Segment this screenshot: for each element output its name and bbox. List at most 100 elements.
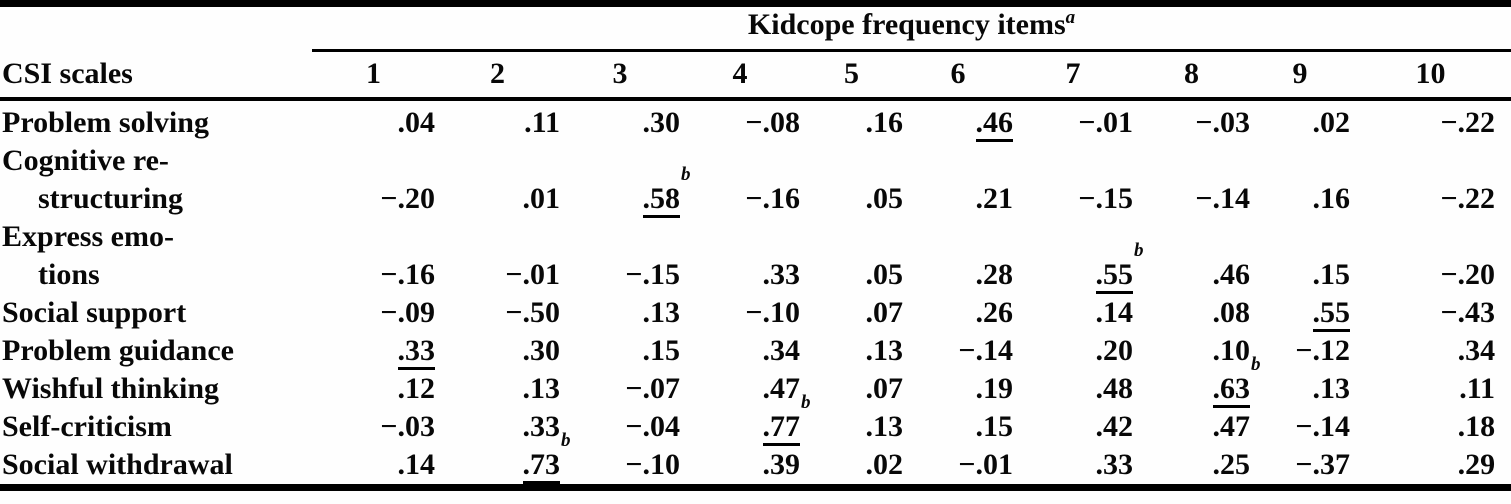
- significance-marker: b: [1251, 354, 1261, 376]
- row-label: Wishful thinking: [2, 371, 220, 405]
- stub-header: CSI scales: [0, 50, 312, 101]
- value-cell: .07: [865, 295, 904, 329]
- value-cell: .16: [865, 105, 904, 139]
- value-cell: −.01: [505, 257, 560, 291]
- value-cell: .30: [522, 333, 561, 367]
- value-cell: .39: [762, 447, 801, 481]
- column-header-row: CSI scales 1 2 3 4 5 6 7 8 9 10: [0, 50, 1511, 101]
- value-cell: −.04: [625, 409, 680, 443]
- value-cell: .05: [865, 181, 904, 215]
- value-cell: .16: [1312, 181, 1351, 215]
- table-row: Social withdrawal .14.73 b −.10 .39 .02 −.01 .3…: [0, 431, 1511, 488]
- column-header-8: 8: [1133, 50, 1250, 101]
- value-cell: .42: [1095, 409, 1134, 443]
- column-header-2: 2: [435, 50, 560, 101]
- table-row: Express emo-tions −.16 −.01 −.15 .33 .05 .28.5…: [0, 218, 1511, 294]
- value-cell: −.14: [958, 333, 1013, 367]
- value-cell: .14: [397, 447, 436, 481]
- value-cell: .05: [865, 257, 904, 291]
- value-cell: −.09: [380, 295, 435, 329]
- value-cell: −.16: [380, 257, 435, 291]
- column-header-3: 3: [560, 50, 680, 101]
- significance-marker: b: [561, 430, 571, 452]
- value-cell: −.10: [745, 295, 800, 329]
- value-cell: .15: [642, 333, 681, 367]
- column-header-10: 10: [1350, 50, 1511, 101]
- value-cell: .33: [762, 257, 801, 291]
- value-cell: .46: [903, 99, 1013, 142]
- value-cell: .14: [1095, 295, 1134, 329]
- value-cell: .29: [1457, 447, 1496, 481]
- stub-spacer: [0, 4, 312, 51]
- value-cell: .34: [1457, 333, 1496, 367]
- spanner-title: Kidcope frequency items: [747, 8, 1066, 41]
- row-label: Problem guidance: [2, 333, 234, 367]
- value-cell: .13: [865, 333, 904, 367]
- value-cell: −.43: [1440, 295, 1496, 329]
- value-cell: −.20: [380, 181, 435, 215]
- value-cell: .08: [1212, 295, 1251, 329]
- row-label: Cognitive re-structuring: [2, 143, 183, 215]
- value-cell: .47: [1212, 409, 1251, 443]
- value-cell: −.15: [625, 257, 680, 291]
- value-cell: −.01: [1078, 105, 1133, 139]
- value-cell: .48: [1095, 371, 1134, 405]
- value-cell: .19: [975, 371, 1014, 405]
- table-row: Self-criticism −.03 .33 −.04.77 b .13 .15 .42 .4…: [0, 393, 1511, 446]
- table-row: Wishful thinking .12 .13 −.07 .47 .07 .19 .48.6…: [0, 355, 1511, 408]
- value-cell: .07: [865, 371, 904, 405]
- value-cell: .02: [865, 447, 904, 481]
- significance-marker: b: [801, 392, 811, 414]
- row-label: Self-criticism: [2, 409, 172, 443]
- value-cell: −.20: [1440, 257, 1496, 291]
- table-row: Problem solving .04 .11 .30 −.08 .16.46 −.01 −.…: [0, 99, 1511, 142]
- value-cell: .12: [397, 371, 436, 405]
- value-cell: −.03: [1195, 105, 1250, 139]
- value-cell: .33: [522, 409, 561, 443]
- value-cell: .77 b: [680, 393, 811, 446]
- value-cell: .73 b: [435, 431, 571, 488]
- value-cell: .28: [975, 257, 1014, 291]
- value-cell: .02: [1312, 105, 1351, 139]
- table-row: Problem guidance .33 .30 .15 .34 .13 −.14 .20 .1…: [0, 332, 1511, 370]
- row-label: Social withdrawal: [2, 447, 233, 481]
- value-cell: .25: [1212, 447, 1251, 481]
- value-cell: .13: [865, 409, 904, 443]
- value-cell: −.22: [1440, 181, 1496, 215]
- value-cell: .26: [975, 295, 1014, 329]
- value-cell: .01: [522, 181, 561, 215]
- significance-marker: b: [681, 164, 691, 186]
- value-cell: .46: [1212, 257, 1251, 291]
- value-cell: .13: [522, 371, 561, 405]
- value-cell: .18: [1457, 409, 1496, 443]
- value-cell: .55 b: [1013, 218, 1144, 294]
- value-cell: .34: [762, 333, 801, 367]
- value-cell: −.08: [745, 105, 800, 139]
- value-cell: −.07: [625, 371, 680, 405]
- value-cell: .10: [1212, 333, 1251, 367]
- value-cell: −.14: [1295, 409, 1350, 443]
- value-cell: −.14: [1195, 181, 1250, 215]
- value-cell: −.03: [380, 409, 435, 443]
- table-row: Cognitive re-structuring −.20 .01.58 b −.16.…: [0, 142, 1511, 218]
- value-cell: .63 b: [1133, 355, 1261, 408]
- column-header-1: 1: [312, 50, 435, 101]
- table-row: Social support −.09 −.50 .13 −.10 .07 .26 .14 .0…: [0, 294, 1511, 332]
- value-cell: .58 b: [560, 142, 691, 218]
- value-cell: .21: [975, 181, 1014, 215]
- value-cell: .15: [1312, 257, 1351, 291]
- spanner-footnote-marker: a: [1065, 7, 1076, 28]
- value-cell: .04: [397, 105, 436, 139]
- value-cell: .33: [312, 332, 435, 370]
- value-cell: .55: [1250, 294, 1350, 332]
- column-header-7: 7: [1013, 50, 1133, 101]
- value-cell: −.22: [1440, 105, 1496, 139]
- value-cell: −.12: [1295, 333, 1350, 367]
- value-cell: .30: [642, 105, 681, 139]
- value-cell: −.16: [745, 181, 800, 215]
- value-cell: .15: [975, 409, 1014, 443]
- column-header-9: 9: [1250, 50, 1350, 101]
- value-cell: −.37: [1295, 447, 1350, 481]
